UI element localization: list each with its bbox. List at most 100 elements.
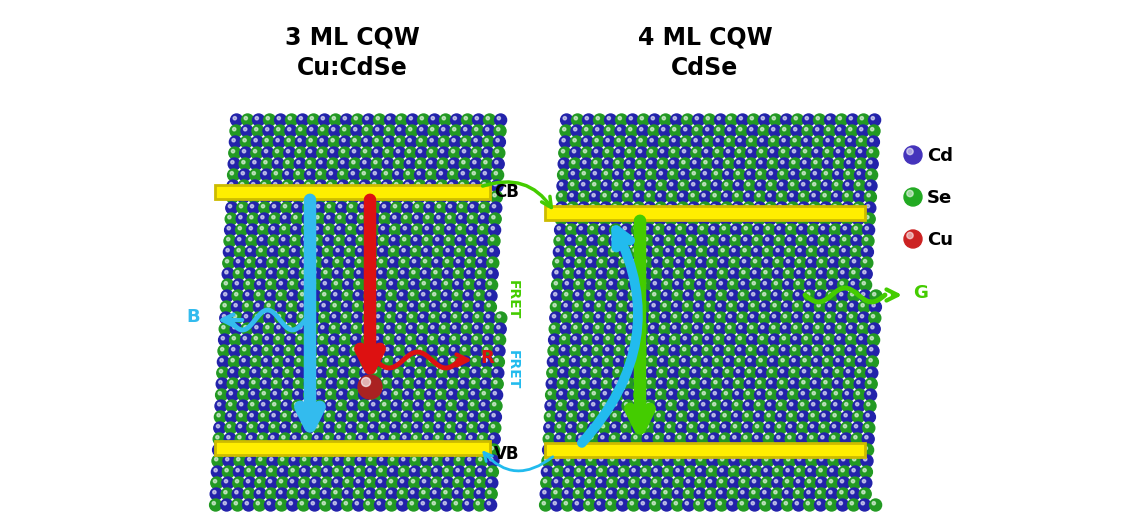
Circle shape bbox=[717, 303, 721, 307]
Circle shape bbox=[676, 281, 678, 285]
Circle shape bbox=[765, 447, 768, 450]
Circle shape bbox=[298, 150, 301, 153]
Circle shape bbox=[474, 499, 485, 511]
Circle shape bbox=[398, 268, 411, 280]
Circle shape bbox=[705, 499, 716, 511]
Circle shape bbox=[290, 479, 293, 483]
Circle shape bbox=[750, 477, 761, 489]
Circle shape bbox=[651, 268, 663, 280]
Circle shape bbox=[356, 433, 368, 445]
Circle shape bbox=[733, 436, 737, 439]
Circle shape bbox=[250, 356, 263, 368]
Circle shape bbox=[409, 303, 413, 307]
Circle shape bbox=[790, 158, 801, 170]
Circle shape bbox=[638, 301, 651, 313]
Circle shape bbox=[281, 457, 284, 461]
Circle shape bbox=[759, 312, 770, 324]
Circle shape bbox=[801, 392, 804, 395]
Circle shape bbox=[336, 248, 340, 252]
Circle shape bbox=[254, 488, 266, 500]
Circle shape bbox=[766, 237, 769, 241]
Circle shape bbox=[285, 125, 297, 137]
Circle shape bbox=[765, 202, 777, 214]
Circle shape bbox=[353, 128, 356, 131]
Circle shape bbox=[409, 257, 422, 269]
Circle shape bbox=[222, 326, 226, 329]
Circle shape bbox=[541, 466, 554, 478]
Circle shape bbox=[627, 161, 631, 164]
Circle shape bbox=[281, 259, 283, 263]
Circle shape bbox=[396, 312, 408, 324]
Circle shape bbox=[275, 348, 279, 351]
Circle shape bbox=[618, 117, 622, 120]
Circle shape bbox=[569, 414, 572, 417]
Circle shape bbox=[358, 202, 370, 214]
Circle shape bbox=[829, 479, 832, 483]
Circle shape bbox=[258, 259, 262, 263]
Circle shape bbox=[462, 348, 466, 351]
Circle shape bbox=[393, 367, 405, 379]
Circle shape bbox=[404, 367, 416, 379]
Circle shape bbox=[456, 270, 459, 274]
Circle shape bbox=[252, 334, 264, 346]
Circle shape bbox=[456, 224, 468, 236]
Circle shape bbox=[724, 194, 728, 197]
Circle shape bbox=[580, 414, 583, 417]
Circle shape bbox=[797, 400, 810, 412]
Circle shape bbox=[812, 194, 816, 197]
Circle shape bbox=[841, 400, 854, 412]
Circle shape bbox=[660, 312, 672, 324]
Circle shape bbox=[371, 414, 374, 417]
Circle shape bbox=[474, 150, 477, 153]
Circle shape bbox=[834, 392, 837, 395]
Circle shape bbox=[293, 436, 296, 439]
Circle shape bbox=[852, 281, 855, 285]
Circle shape bbox=[746, 356, 757, 368]
Circle shape bbox=[426, 356, 439, 368]
Circle shape bbox=[721, 248, 724, 252]
Circle shape bbox=[598, 281, 601, 285]
Circle shape bbox=[397, 499, 408, 511]
Circle shape bbox=[734, 403, 738, 406]
Circle shape bbox=[638, 150, 642, 153]
Circle shape bbox=[574, 279, 585, 291]
Circle shape bbox=[229, 345, 241, 357]
Circle shape bbox=[393, 226, 396, 230]
Circle shape bbox=[464, 488, 475, 500]
Circle shape bbox=[240, 183, 244, 186]
Circle shape bbox=[262, 345, 274, 357]
Circle shape bbox=[433, 281, 437, 285]
Circle shape bbox=[661, 139, 664, 142]
Circle shape bbox=[645, 425, 649, 428]
Circle shape bbox=[273, 194, 276, 197]
Circle shape bbox=[693, 359, 696, 362]
Circle shape bbox=[426, 205, 430, 208]
Circle shape bbox=[312, 422, 325, 434]
Circle shape bbox=[587, 455, 598, 467]
Circle shape bbox=[805, 466, 818, 478]
Circle shape bbox=[395, 334, 406, 346]
Circle shape bbox=[810, 378, 822, 390]
Circle shape bbox=[252, 381, 255, 384]
Circle shape bbox=[841, 259, 845, 263]
Circle shape bbox=[801, 147, 813, 159]
Circle shape bbox=[412, 422, 424, 434]
Circle shape bbox=[437, 169, 449, 181]
Circle shape bbox=[828, 246, 840, 258]
Circle shape bbox=[314, 457, 317, 461]
Circle shape bbox=[276, 290, 288, 302]
Circle shape bbox=[618, 466, 631, 478]
Circle shape bbox=[404, 414, 407, 417]
Circle shape bbox=[821, 226, 825, 230]
Circle shape bbox=[397, 128, 400, 131]
Circle shape bbox=[592, 381, 596, 384]
Circle shape bbox=[689, 425, 693, 428]
Circle shape bbox=[684, 117, 687, 120]
Circle shape bbox=[870, 348, 873, 351]
Circle shape bbox=[810, 436, 813, 439]
Circle shape bbox=[315, 378, 327, 390]
Circle shape bbox=[644, 191, 656, 203]
Circle shape bbox=[344, 246, 356, 258]
Circle shape bbox=[305, 414, 308, 417]
Circle shape bbox=[483, 136, 494, 148]
